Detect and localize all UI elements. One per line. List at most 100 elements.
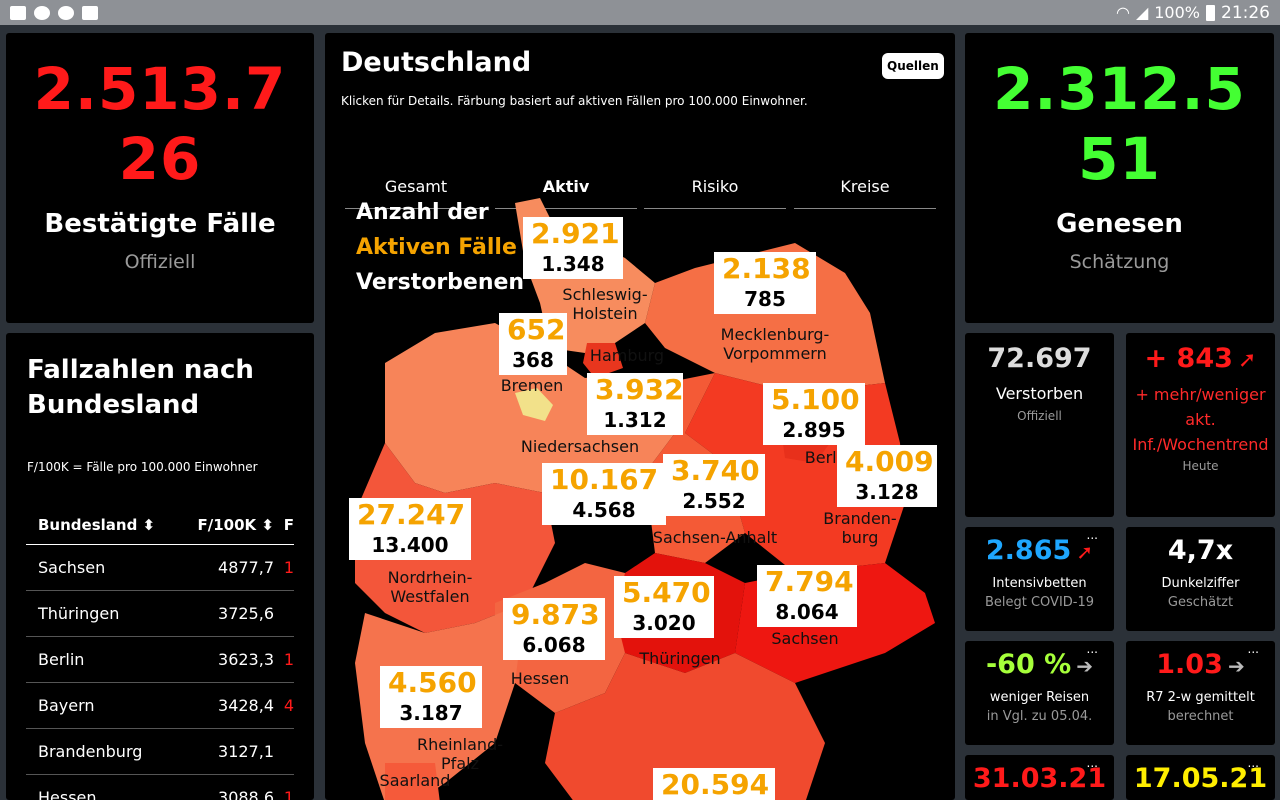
tab-kreise[interactable]: Kreise xyxy=(794,177,936,209)
date1-value: 31.03.21 xyxy=(972,763,1107,794)
label-nrw[interactable]: 27.247 13.400 xyxy=(349,498,471,560)
date-card-2[interactable]: ... 17.05.21 xyxy=(1126,755,1275,800)
recovered-card[interactable]: 2.312.5 51 Genesen Schätzung xyxy=(965,33,1274,323)
confirmed-label: Bestätigte Fälle xyxy=(44,209,276,239)
travel-label: weniger Reisen xyxy=(989,690,1090,705)
sort-f[interactable]: F xyxy=(283,515,294,534)
row-state-name: Hessen xyxy=(38,788,97,800)
icu-card[interactable]: ... 2.865 ➚ Intensivbetten Belegt COVID-… xyxy=(965,527,1114,631)
travel-value-row: -60 % ➔ xyxy=(965,649,1114,680)
label-schleswig-holstein[interactable]: 2.921 1.348 xyxy=(523,217,623,279)
r7-card[interactable]: ... 1.03 ➔ R7 2-w gemittelt berechnet xyxy=(1126,641,1275,745)
label-berlin[interactable]: 5.100 2.895 xyxy=(763,383,865,445)
date1-more[interactable]: ... xyxy=(1086,756,1098,770)
tab-risiko[interactable]: Risiko xyxy=(644,177,786,209)
icu-more[interactable]: ... xyxy=(1086,528,1098,542)
date2-more[interactable]: ... xyxy=(1247,756,1259,770)
legend-line1: Anzahl der xyxy=(356,200,489,225)
table-row[interactable]: Bayern 3428,4 4 xyxy=(26,683,294,729)
label-bayern[interactable]: 20.594 xyxy=(653,768,775,800)
row-f100k: 3127,1 xyxy=(218,742,274,761)
row-extra: 1 xyxy=(283,788,294,800)
label-sachsen-anhalt[interactable]: 3.740 2.552 xyxy=(663,454,765,516)
tab-aktiv[interactable]: Aktiv xyxy=(495,177,637,209)
name-hamburg: Hamburg xyxy=(589,346,665,365)
legend-line2: Aktiven Fälle xyxy=(356,235,517,260)
table-title: Fallzahlen nach Bundesland xyxy=(27,355,254,420)
table-row[interactable]: Hessen 3088,6 1 xyxy=(26,775,294,800)
label-brandenburg[interactable]: 4.009 3.128 xyxy=(837,445,937,507)
region-mecklenburg[interactable] xyxy=(645,243,885,393)
date-card-1[interactable]: ... 31.03.21 xyxy=(965,755,1114,800)
row-extra: 4 xyxy=(283,696,294,715)
table-row[interactable]: Brandenburg 3127,1 xyxy=(26,729,294,775)
deaths-card[interactable]: 72.697 Verstorben Offiziell xyxy=(965,333,1114,517)
sort-bundesland[interactable]: Bundesland ⬍ xyxy=(38,515,156,534)
name-saarland: Saarland xyxy=(379,771,451,790)
trend-card[interactable]: + 843 ➚ + mehr/weniger akt. Inf./Wochent… xyxy=(1126,333,1275,517)
sort-f100k[interactable]: F/100K ⬍ xyxy=(197,515,274,534)
map-subtitle: Klicken für Details. Färbung basiert auf… xyxy=(341,94,808,108)
region-saarland[interactable] xyxy=(385,763,440,800)
table-row[interactable]: Sachsen 4877,7 1 xyxy=(26,545,294,591)
image-icon xyxy=(10,5,26,20)
battery-icon xyxy=(1206,4,1215,21)
table-row[interactable]: Thüringen 3725,6 xyxy=(26,591,294,637)
region-hamburg[interactable] xyxy=(583,343,623,378)
label-mecklenburg[interactable]: 2.138 785 xyxy=(714,252,816,314)
r7-more[interactable]: ... xyxy=(1247,642,1259,656)
recovered-sublabel: Schätzung xyxy=(1069,251,1170,273)
status-bar: ◠ ◢ 100% 21:26 xyxy=(0,0,1280,25)
trend-value-row: + 843 ➚ xyxy=(1126,343,1275,374)
region-bayern[interactable] xyxy=(545,653,825,800)
deaths-sublabel: Offiziell xyxy=(1017,409,1062,423)
name-sachsen-anhalt: Sachsen-Anhalt xyxy=(652,528,778,547)
map-title: Deutschland xyxy=(341,47,532,78)
table-header: Bundesland ⬍ F/100K ⬍ F xyxy=(26,505,294,545)
recovered-label: Genesen xyxy=(1056,209,1183,239)
trend-sublabel: Heute xyxy=(1182,459,1219,473)
label-sachsen[interactable]: 7.794 8.064 xyxy=(757,565,857,627)
region-bremen[interactable] xyxy=(515,388,553,421)
row-state-name: Bayern xyxy=(38,696,95,715)
tools-icon xyxy=(82,5,98,20)
label-rheinland-pfalz[interactable]: 4.560 3.187 xyxy=(380,666,482,728)
r7-value: 1.03 xyxy=(1156,649,1223,680)
label-niedersachsen[interactable]: 3.932 1.312 xyxy=(587,373,684,435)
label-hessen[interactable]: 9.873 6.068 xyxy=(503,598,605,660)
signal-icon: ◢ xyxy=(1135,3,1149,22)
name-thueringen: Thüringen xyxy=(639,649,721,668)
confirmed-card[interactable]: 2.513.7 26 Bestätigte Fälle Offiziell xyxy=(6,33,314,323)
travel-sublabel: in Vgl. zu 05.04. xyxy=(986,709,1093,724)
dark-figure-card[interactable]: 4,7x Dunkelziffer Geschätzt xyxy=(1126,527,1275,631)
clock: 21:26 xyxy=(1221,2,1270,23)
icu-up-icon: ➚ xyxy=(1076,540,1094,564)
name-rheinland-pfalz: Rheinland- Pfalz xyxy=(416,735,503,773)
sort-icon: ⬍ xyxy=(261,515,274,534)
recovered-value-line2: 51 xyxy=(1078,125,1161,193)
dark-value: 4,7x xyxy=(1167,535,1234,566)
label-thueringen[interactable]: 5.470 3.020 xyxy=(614,576,714,638)
icu-value: 2.865 xyxy=(985,535,1072,566)
icu-value-row: 2.865 ➚ xyxy=(965,535,1114,566)
travel-arrow-icon: ➔ xyxy=(1076,654,1094,678)
name-mecklenburg: Mecklenburg- Vorpommern xyxy=(720,325,830,363)
date2-value: 17.05.21 xyxy=(1133,763,1268,794)
label-center[interactable]: 10.167 4.568 xyxy=(542,463,666,525)
row-f100k: 4877,7 xyxy=(218,558,274,577)
travel-card[interactable]: ... -60 % ➔ weniger Reisen in Vgl. zu 05… xyxy=(965,641,1114,745)
table-row[interactable]: Berlin 3623,3 1 xyxy=(26,637,294,683)
legend-line3: Verstorbenen xyxy=(356,270,525,295)
name-brandenburg: Branden-burg xyxy=(823,509,897,547)
label-bremen[interactable]: 652 368 xyxy=(499,313,567,375)
tab-gesamt[interactable]: Gesamt xyxy=(345,177,487,209)
deaths-value: 72.697 xyxy=(987,343,1092,374)
table-note: F/100K = Fälle pro 100.000 Einwohner xyxy=(27,460,258,474)
row-state-name: Thüringen xyxy=(38,604,120,623)
confirmed-value-line2: 26 xyxy=(118,125,202,193)
map-card: Deutschland Quellen Klicken für Details.… xyxy=(325,33,955,800)
travel-more[interactable]: ... xyxy=(1086,642,1098,656)
sources-button[interactable]: Quellen xyxy=(882,53,944,79)
row-state-name: Brandenburg xyxy=(38,742,143,761)
row-extra: 1 xyxy=(283,558,294,577)
